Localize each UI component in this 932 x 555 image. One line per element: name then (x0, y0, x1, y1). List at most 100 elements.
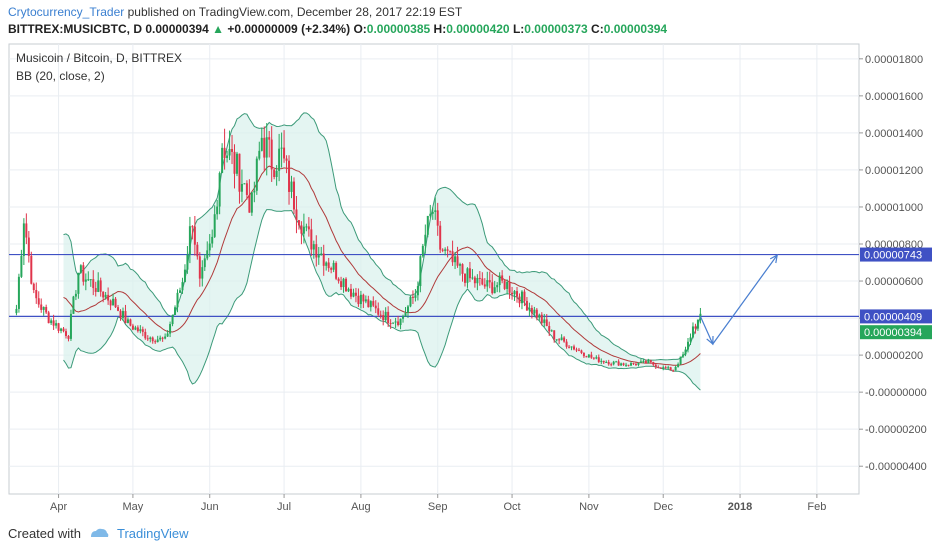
candle-body (295, 209, 298, 221)
candle-body (538, 314, 541, 318)
candle-body (649, 360, 652, 363)
candle-body (126, 319, 129, 323)
y-tick-label: 0.00001400 (865, 128, 923, 140)
candle-body (590, 354, 593, 358)
candle-body (454, 256, 457, 263)
author-link[interactable]: Crytocurrency_Trader (8, 5, 125, 19)
candle-body (357, 295, 360, 305)
candle-body (335, 262, 338, 279)
candle-body (416, 286, 419, 296)
x-tick-label: Aug (351, 501, 371, 513)
candle-body (154, 341, 157, 343)
candle-body (141, 329, 144, 332)
candle-body (37, 298, 40, 305)
candle-body (597, 357, 600, 362)
high-value: 0.00000420 (446, 22, 510, 36)
candle-body (434, 210, 437, 212)
open-label: O: (353, 22, 367, 36)
candle-body (372, 301, 375, 306)
candle-body (340, 281, 343, 288)
candle-body (89, 279, 92, 281)
horizontal-levels (9, 253, 859, 318)
candle-body (176, 292, 179, 308)
candle-body (201, 267, 204, 279)
candle-body (463, 273, 466, 283)
candle-body (124, 311, 127, 323)
candle-body (553, 330, 556, 340)
candle-body (563, 337, 566, 342)
candle-body (404, 312, 407, 317)
level-label-bg (860, 247, 932, 262)
candle-body (610, 364, 613, 366)
candle-body (42, 306, 45, 310)
candle-body (213, 214, 216, 237)
candle-body (662, 367, 665, 369)
lower-band-line (63, 209, 701, 391)
candle-body (17, 276, 20, 309)
candle-body (183, 269, 186, 283)
open-value: 0.00000385 (366, 22, 431, 36)
candle-body (397, 321, 400, 326)
candle-body (473, 277, 476, 284)
candle-body (667, 367, 670, 369)
candle-body (468, 268, 471, 279)
candle-body (600, 360, 603, 362)
candle-body (548, 326, 551, 332)
candle-body (575, 349, 578, 351)
candle-body (62, 328, 65, 332)
y-tick-label: -0.00000400 (865, 461, 927, 473)
candle-body (40, 304, 43, 310)
candle-body (297, 220, 300, 226)
x-tick-label: Jun (201, 501, 219, 513)
candle-body (233, 151, 236, 174)
candle-body (235, 153, 238, 174)
candle-body (92, 279, 95, 289)
candle-body (491, 282, 494, 294)
candle-body (169, 324, 172, 334)
candle-body (449, 250, 452, 252)
candle-body (27, 237, 30, 256)
candle-body (193, 226, 196, 245)
candle-body (503, 280, 506, 289)
candle-body (379, 314, 382, 316)
tradingview-link[interactable]: TradingView (116, 525, 189, 541)
candle-body (218, 173, 221, 207)
candle-body (114, 298, 117, 308)
candle-body (144, 331, 147, 339)
y-tick-label: 0.00001000 (865, 202, 923, 214)
candle-body (94, 288, 97, 292)
time-axis[interactable]: Apr May Jun Jul Aug Sep Oct Nov Dec 2018 Feb (50, 494, 826, 513)
chart-legend-title: Musicoin / Bitcoin, D, BITTREX (16, 51, 182, 65)
candle-body (426, 215, 429, 235)
candle-body (377, 308, 380, 315)
candle-body (429, 213, 432, 216)
candle-body (278, 148, 281, 171)
last-price-label-bg (860, 325, 932, 340)
candle-body (496, 285, 499, 288)
candle-body (310, 229, 313, 250)
candle-body (632, 363, 635, 365)
candle-body (72, 296, 75, 314)
candle-body (156, 339, 159, 343)
candle-body (419, 256, 422, 287)
candle-body (112, 298, 115, 306)
candle-body (592, 357, 595, 359)
candle-body (682, 354, 685, 357)
candle-body (560, 337, 563, 341)
candle-body (570, 346, 573, 348)
candle-body (270, 139, 273, 170)
candle-body (634, 363, 637, 365)
candle-body (15, 308, 18, 314)
candle-body (322, 253, 325, 266)
candlesticks (15, 123, 702, 372)
candle-body (265, 137, 268, 158)
candle-body (555, 339, 558, 341)
candle-body (533, 309, 536, 314)
price-axis[interactable]: 0.00001800 0.00001600 0.00001400 0.00001200… (859, 54, 932, 473)
candle-body (60, 328, 63, 331)
candle-body (459, 264, 462, 266)
candle-body (149, 337, 152, 340)
candle-body (320, 253, 323, 256)
